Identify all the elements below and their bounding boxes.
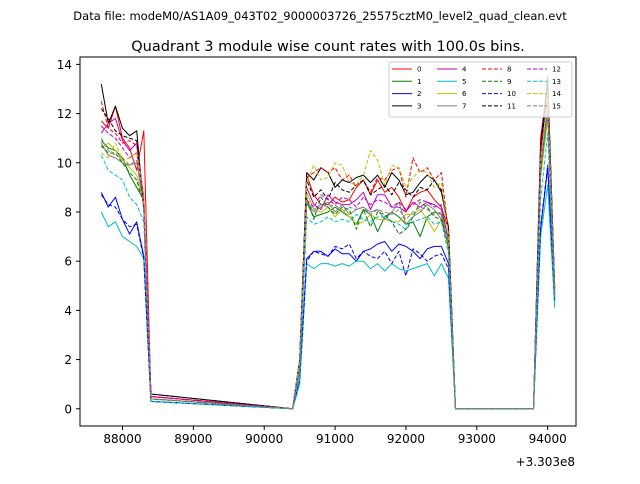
x-tick-label: 88000	[103, 432, 141, 446]
legend-label-7: 7	[462, 102, 466, 110]
x-tick-label: 91000	[316, 432, 354, 446]
series-line-13	[100, 132, 556, 410]
y-tick-label: 4	[64, 304, 72, 318]
y-axis: 0 2 4 6 8 10 12 14	[57, 58, 80, 416]
legend-label-2: 2	[417, 90, 421, 98]
y-tick-label: 12	[57, 107, 72, 121]
plot-area	[79, 56, 577, 427]
series-lines	[100, 76, 556, 410]
legend-label-9: 9	[507, 78, 511, 86]
legend-label-10: 10	[507, 90, 516, 98]
x-axis: 88000 89000 90000 91000 92000 93000 94000	[103, 426, 567, 446]
legend-label-6: 6	[462, 90, 467, 98]
x-tick-label: 90000	[245, 432, 283, 446]
legend-label-15: 15	[552, 102, 561, 110]
legend-label-3: 3	[417, 102, 421, 110]
chart-title: Quadrant 3 module wise count rates with …	[131, 39, 525, 55]
x-tick-label: 92000	[387, 432, 425, 446]
legend-label-4: 4	[462, 66, 467, 74]
legend-label-8: 8	[507, 66, 511, 74]
x-tick-label: 89000	[174, 432, 212, 446]
y-tick-label: 14	[57, 58, 72, 72]
series-line-12	[100, 98, 556, 410]
y-tick-label: 2	[64, 353, 72, 367]
legend-label-13: 13	[552, 78, 561, 86]
legend-label-5: 5	[462, 78, 466, 86]
suptitle: Data file: modeM0/AS1A09_043T02_90000037…	[73, 9, 567, 23]
y-tick-label: 10	[57, 156, 72, 170]
series-line-10	[100, 164, 556, 410]
legend-label-14: 14	[552, 90, 561, 98]
legend-label-0: 0	[417, 66, 421, 74]
y-tick-label: 6	[64, 255, 72, 269]
series-line-4	[100, 90, 556, 410]
legend-frame	[388, 61, 573, 118]
series-line-14	[101, 93, 556, 410]
x-tick-label: 93000	[458, 432, 496, 446]
legend-label-1: 1	[417, 78, 421, 86]
series-line-5	[100, 184, 556, 410]
y-tick-label: 8	[64, 205, 72, 219]
y-tick-label: 0	[64, 402, 72, 416]
x-offset-label: +3.303e8	[516, 455, 575, 469]
x-tick-label: 94000	[529, 432, 567, 446]
legend-label-11: 11	[507, 102, 516, 110]
legend-label-12: 12	[552, 66, 561, 74]
